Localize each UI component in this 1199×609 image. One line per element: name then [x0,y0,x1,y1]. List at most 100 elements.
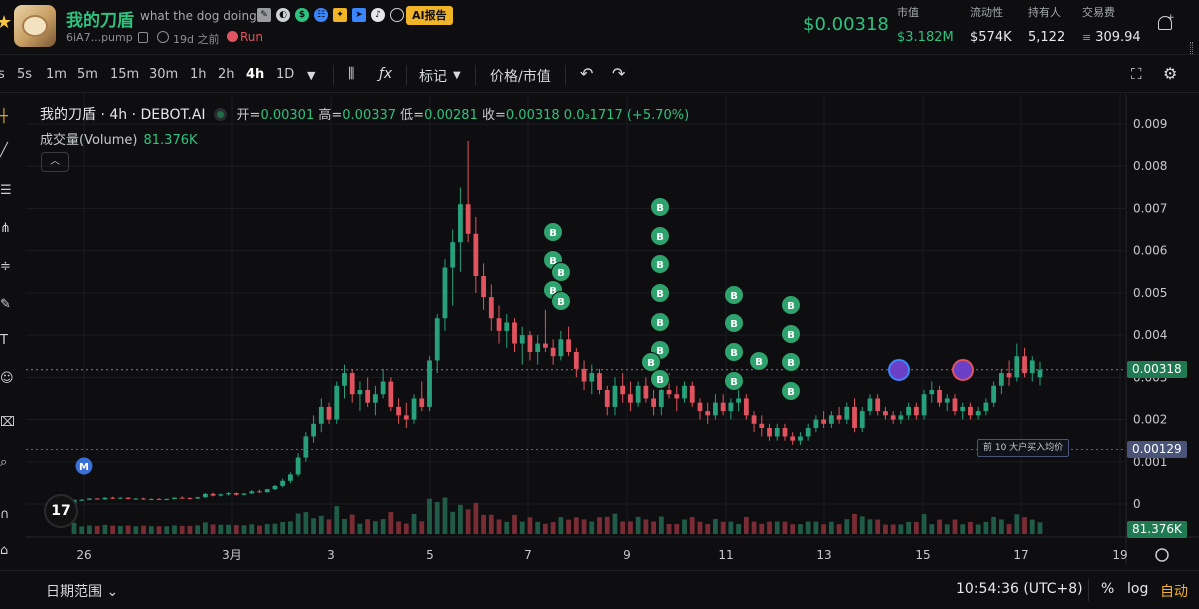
tradingview-logo[interactable]: 17 [44,494,78,528]
candle-type-icon[interactable]: ⫼ [348,66,355,82]
buy-marker-label: B [656,289,664,300]
run-label[interactable]: Run [240,30,264,44]
buy-marker[interactable] [749,351,769,371]
candle-body [713,402,718,416]
timeframe-dropdown-icon[interactable]: ▼ [307,69,316,82]
price-mcap-toggle[interactable]: 价格/市值 [490,69,551,85]
timeframe-4h[interactable]: 4h [246,67,265,82]
high-label: 高= [318,108,343,123]
fullscreen-icon[interactable]: ⛶ [1131,65,1142,83]
volume-bar [334,506,340,534]
buy-marker[interactable] [724,285,744,305]
undo-icon[interactable]: ↶ [580,64,594,83]
time-tick-label: 7 [524,548,532,562]
buy-marker[interactable] [781,352,801,372]
log-toggle[interactable]: log [1127,581,1149,597]
ruler-icon[interactable]: ⌧ [0,415,15,430]
buy-marker[interactable] [724,371,744,391]
buy-marker[interactable] [650,197,670,217]
candle-body [975,411,981,416]
ai-report-button[interactable]: AI报告 [406,6,453,25]
buy-marker[interactable] [641,352,661,372]
buy-marker-label: B [787,330,795,341]
copy-icon[interactable] [138,32,148,43]
candle-body [821,419,827,424]
buy-marker[interactable] [724,313,744,333]
alert-bell-icon[interactable] [1158,16,1172,30]
buy-marker[interactable] [650,312,670,332]
pattern-icon[interactable]: ⋔ [0,221,11,236]
pill-icon[interactable]: ◐ [276,8,290,22]
timeframe-1D[interactable]: 1D [276,67,295,82]
pump-icon[interactable]: ✦ [333,8,347,22]
buy-marker[interactable] [781,324,801,344]
buy-marker[interactable] [543,222,563,242]
clock-readout[interactable]: 10:54:36 (UTC+8) [956,581,1083,597]
resize-grip-icon[interactable] [1190,42,1193,54]
timeframe-1h[interactable]: 1h [190,67,207,82]
timeframe-5s[interactable]: 5s [17,67,33,82]
price-chart[interactable]: 0.0090.0080.0070.0060.0050.0040.0030.002… [26,94,1199,564]
brush-icon[interactable]: ✎ [0,297,11,312]
people-icon[interactable]: ☷ [314,8,328,22]
percent-toggle[interactable]: % [1101,581,1115,597]
emoji-icon[interactable]: ☺ [0,371,14,386]
crosshair-icon[interactable]: ┼ [0,109,8,124]
favorite-star-icon[interactable]: ★ [0,12,13,33]
volume-bar [898,524,904,534]
migration-marker[interactable] [75,457,93,475]
time-tick-label: 5 [426,548,434,562]
collapse-legend-button[interactable]: ︿ [41,152,69,172]
buy-marker[interactable] [724,342,744,362]
volume-bar [357,523,363,534]
candle-body [859,411,865,428]
trendline-icon[interactable]: ╱ [0,143,8,158]
marks-dropdown-icon[interactable]: ▼ [453,70,461,81]
buy-marker[interactable] [650,283,670,303]
zoom-icon[interactable]: ⌕ [0,455,8,470]
timeframe-5m[interactable]: 5m [77,67,98,82]
timeframe-1m[interactable]: 1m [46,67,67,82]
volume-bar [968,521,973,534]
axis-settings-icon[interactable] [1155,548,1169,562]
magnet-icon[interactable]: ∩ [0,507,10,522]
settings-gear-icon[interactable]: ⚙ [1163,64,1178,83]
volume-bar [504,521,510,534]
timeframe-30m[interactable]: 30m [149,67,179,82]
buy-marker[interactable] [781,381,801,401]
visibility-eye-icon[interactable] [213,108,227,121]
buy-marker[interactable] [650,226,670,246]
buy-marker[interactable] [551,291,571,311]
lock-icon[interactable]: ⌂ [0,543,9,558]
whale-avatar-marker[interactable] [888,359,910,381]
indicators-icon[interactable]: ƒx [379,66,393,82]
buy-marker[interactable] [781,295,801,315]
buy-marker[interactable] [650,254,670,274]
buy-marker-label: B [787,387,795,398]
dollar-icon[interactable]: $ [295,8,309,22]
whale-avatar-marker[interactable] [952,359,974,381]
date-range-menu[interactable]: 日期范围 ⌄ [46,584,119,600]
candle-body [620,385,626,395]
search-icon[interactable] [390,8,404,22]
telegram-icon[interactable]: ➤ [352,8,366,22]
token-address[interactable]: 6iA7...pump [66,31,133,44]
timeframe-2h[interactable]: 2h [218,67,235,82]
candle-body [519,335,525,344]
auto-toggle[interactable]: 自动 [1160,584,1188,600]
redo-icon[interactable]: ↷ [612,64,626,83]
marks-menu[interactable]: 标记 [419,69,447,85]
text-tool-icon[interactable]: T [0,333,8,348]
stat-fees: 交易费 ≡ 309.94 [1082,4,1141,45]
edit-icon[interactable]: ✎ [257,8,271,22]
projection-icon[interactable]: ≑ [0,259,11,274]
fib-icon[interactable]: ☰ [0,183,12,198]
stat-label: 持有人 [1028,6,1061,19]
volume-bar [1029,519,1035,534]
buy-marker[interactable] [551,262,571,282]
timeframe-s[interactable]: s [0,67,5,82]
timeframe-15m[interactable]: 15m [110,67,140,82]
volume-bar [821,524,827,534]
buy-marker[interactable] [650,369,670,389]
tiktok-icon[interactable]: ♪ [371,8,385,22]
